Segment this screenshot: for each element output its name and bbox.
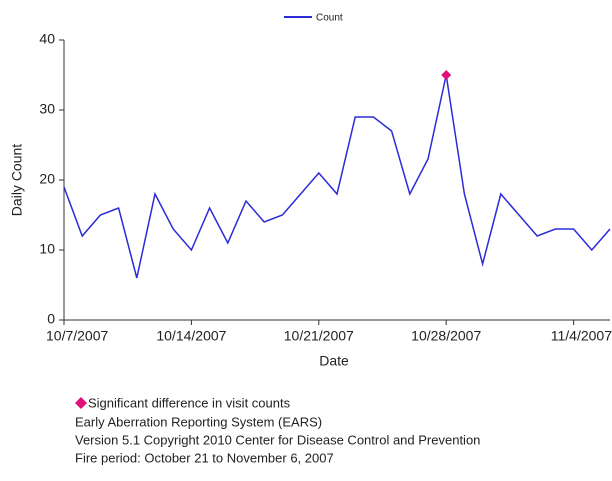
signal-marker <box>441 70 452 80</box>
signal-legend-label: Significant difference in visit counts <box>88 395 291 410</box>
x-tick-label: 11/4/2007 <box>551 328 612 344</box>
y-axis-label: Daily Count <box>9 144 25 216</box>
signal-legend-marker <box>75 397 87 409</box>
footer-note: Early Aberration Reporting System (EARS) <box>75 414 322 429</box>
y-tick-label: 30 <box>39 101 55 117</box>
x-tick-label: 10/28/2007 <box>411 328 481 344</box>
y-tick-label: 0 <box>47 311 55 327</box>
x-tick-label: 10/14/2007 <box>156 328 226 344</box>
footer-note: Fire period: October 21 to November 6, 2… <box>75 450 334 465</box>
x-axis-label: Date <box>319 353 349 369</box>
x-tick-label: 10/21/2007 <box>284 328 354 344</box>
legend-label: Count <box>316 13 343 24</box>
y-tick-label: 10 <box>39 241 55 257</box>
data-line <box>63 74 611 279</box>
y-tick-label: 20 <box>39 171 55 187</box>
footer-note: Version 5.1 Copyright 2010 Center for Di… <box>75 432 480 447</box>
y-tick-label: 40 <box>39 31 55 47</box>
x-tick-label: 10/7/2007 <box>46 328 108 344</box>
